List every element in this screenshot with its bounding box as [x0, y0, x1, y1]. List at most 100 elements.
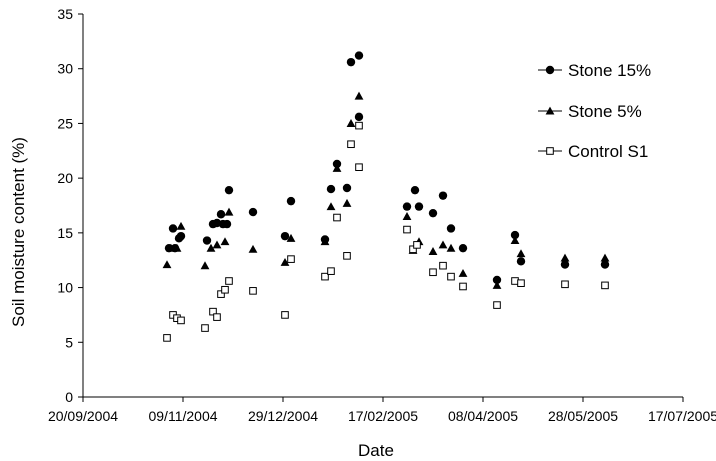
data-point [176, 221, 186, 230]
data-point [438, 240, 448, 249]
data-point [510, 230, 520, 240]
data-point [166, 243, 176, 252]
data-point [413, 241, 421, 249]
data-point [492, 275, 502, 285]
data-point [458, 268, 468, 277]
y-tick-label: 30 [57, 61, 73, 77]
data-point [428, 208, 438, 218]
x-tick-label: 28/05/2005 [548, 408, 618, 424]
data-point [217, 290, 225, 298]
data-point [446, 224, 456, 233]
legend-marker [546, 147, 554, 155]
data-point [333, 213, 341, 222]
data-point [493, 301, 501, 309]
legend-item-control-s1: Control S1 [538, 142, 648, 161]
data-point [326, 202, 336, 211]
data-point [414, 202, 424, 211]
data-point [492, 280, 502, 289]
x-tick-label: 09/11/2004 [148, 408, 217, 424]
data-point [402, 202, 412, 211]
data-point [320, 237, 330, 246]
data-point [429, 268, 437, 277]
data-point [327, 267, 335, 275]
data-point [428, 247, 438, 255]
data-point [326, 184, 336, 194]
data-point [200, 261, 210, 270]
data-point [221, 285, 229, 294]
data-point [458, 243, 468, 253]
data-point [280, 258, 290, 266]
data-point [212, 240, 222, 249]
data-point [601, 281, 609, 290]
legend-item-stone-15: Stone 15% [538, 61, 651, 80]
data-point [248, 207, 258, 217]
data-point [201, 324, 209, 332]
legend-marker [545, 106, 555, 115]
data-point [516, 257, 526, 266]
data-point [286, 233, 296, 242]
data-point [168, 224, 178, 233]
y-tick-label: 15 [57, 225, 73, 241]
x-tick-label: 29/12/2004 [248, 408, 318, 424]
data-points [162, 51, 610, 342]
data-point [403, 225, 411, 234]
data-point [209, 307, 217, 316]
y-tick-label: 25 [57, 115, 73, 131]
data-point [206, 243, 216, 252]
data-point [355, 121, 363, 130]
data-point [286, 196, 296, 206]
data-point [248, 244, 258, 253]
data-point [560, 260, 570, 269]
y-tick-label: 35 [57, 6, 73, 22]
x-tick-label: 17/07/2005 [648, 408, 716, 424]
legend-label: Stone 5% [568, 102, 642, 121]
data-point [447, 272, 455, 281]
data-point [162, 260, 172, 269]
data-point [172, 243, 182, 252]
data-point [342, 183, 352, 193]
data-point [343, 252, 351, 260]
data-point [280, 231, 290, 241]
data-point [346, 57, 356, 67]
x-axis: 20/09/2004 09/11/2004 29/12/2004 17/02/2005… [48, 396, 716, 424]
data-point [409, 245, 417, 254]
data-point [225, 277, 233, 285]
data-point [355, 163, 363, 171]
y-axis: 0 5 10 15 20 25 30 35 [57, 6, 84, 405]
legend: Stone 15% Stone 5% Control S1 [538, 61, 651, 161]
data-point [510, 236, 520, 245]
x-axis-title: Date [358, 441, 394, 460]
data-point [459, 282, 467, 291]
y-axis-title: Soil moisture content (%) [9, 137, 28, 327]
x-tick-label: 20/09/2004 [48, 408, 118, 424]
data-point [446, 243, 456, 252]
data-point [176, 231, 186, 241]
series-control-s1 [163, 121, 609, 342]
data-point [600, 253, 610, 262]
legend-item-stone-5: Stone 5% [538, 102, 642, 121]
data-point [439, 261, 447, 270]
y-tick-label: 0 [65, 389, 73, 405]
data-point [561, 280, 569, 289]
data-point [354, 91, 364, 100]
data-point [249, 287, 257, 295]
data-point [600, 260, 610, 269]
data-point [177, 316, 185, 325]
data-point [213, 313, 221, 321]
data-point [347, 140, 355, 149]
x-tick-label: 17/02/2005 [348, 408, 418, 424]
data-point [321, 272, 329, 281]
data-point [560, 253, 570, 262]
data-point [332, 163, 342, 172]
data-point [410, 185, 420, 195]
data-point [438, 191, 448, 200]
data-point [354, 112, 364, 122]
data-point [287, 255, 295, 263]
y-tick-label: 20 [57, 170, 73, 186]
data-point [281, 311, 289, 319]
data-point [517, 279, 525, 287]
data-point [224, 185, 234, 195]
data-point [202, 236, 212, 245]
y-tick-label: 5 [65, 334, 73, 350]
